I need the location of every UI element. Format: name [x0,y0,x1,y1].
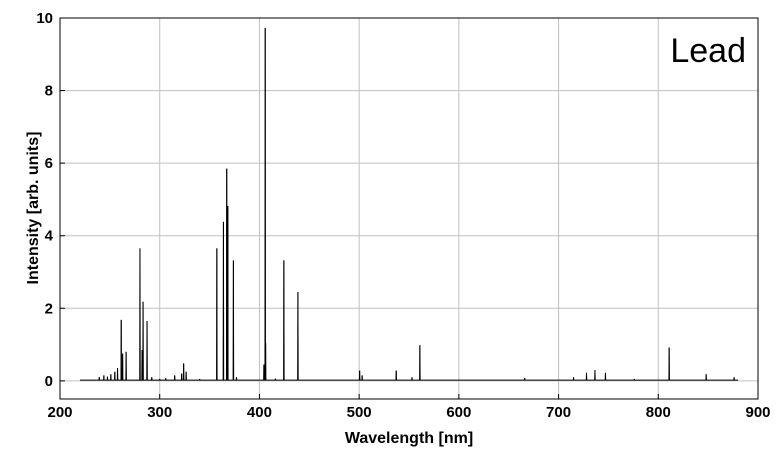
x-tick-label: 800 [646,404,671,421]
x-tick-label: 900 [745,404,770,421]
x-tick-label: 300 [147,404,172,421]
x-tick-label: 500 [347,404,372,421]
y-axis-ticks: 0 2 4 6 8 10 [36,10,65,390]
y-axis-label: Intensity [arb. units] [25,132,42,285]
x-axis-label: Wavelength [nm] [345,430,473,447]
plot-frame [59,17,759,400]
x-tick-label: 200 [47,404,72,421]
x-tick-label: 700 [546,404,571,421]
x-tick-label: 400 [247,404,272,421]
chart-title: Lead [670,32,746,70]
y-tick-label: 10 [36,10,53,27]
x-tick-label: 600 [446,404,471,421]
y-tick-label: 6 [45,155,53,172]
plot-area [60,18,758,399]
y-tick-label: 0 [45,373,53,390]
spectrum-peaks [98,28,735,381]
y-tick-label: 4 [45,228,54,245]
y-tick-label: 2 [45,300,53,317]
grid-lines [60,18,758,399]
y-tick-label: 8 [45,83,53,100]
x-axis-ticks: 200 300 400 500 600 700 800 900 [47,394,771,421]
